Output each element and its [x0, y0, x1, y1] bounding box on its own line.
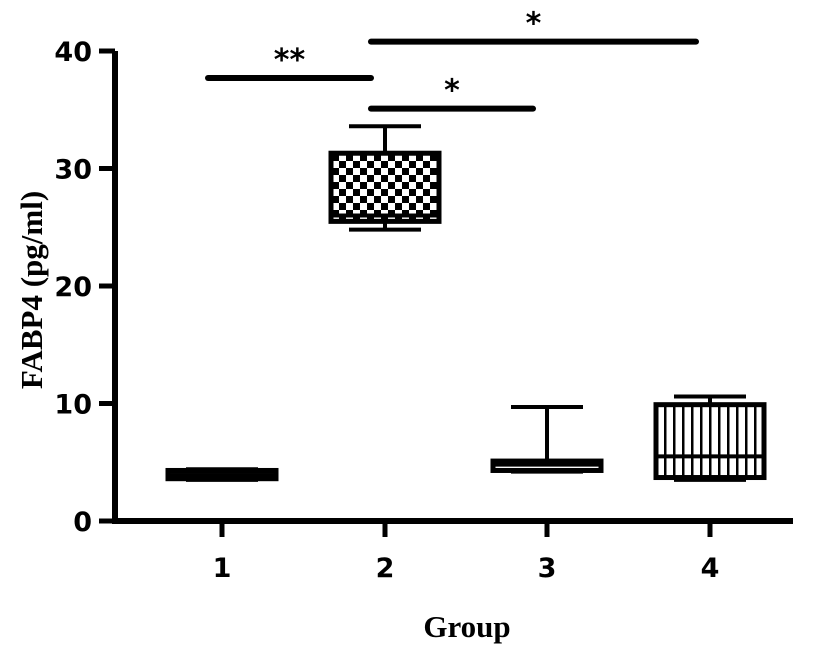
box-4: [653, 402, 767, 481]
x-tick-label: 3: [538, 553, 557, 584]
significance-label: *: [526, 7, 542, 42]
significance-bracket: *: [368, 74, 536, 112]
x-tick-label: 4: [701, 553, 720, 584]
significance-bracket: **: [205, 43, 374, 82]
significance-bracket: *: [368, 7, 699, 45]
significance-label: *: [444, 74, 460, 109]
significance-brackets: ****: [205, 7, 699, 112]
box-group-2: [328, 124, 442, 232]
y-tick-label: 0: [73, 507, 92, 538]
y-tick-label: 20: [54, 272, 92, 303]
y-tick-label: 10: [54, 390, 92, 421]
x-tick-label: 1: [213, 553, 232, 584]
y-tick-label: 40: [54, 37, 92, 68]
boxes: [165, 124, 767, 482]
y-axis-title: FABP4 (pg/ml): [14, 191, 49, 389]
box-group-4: [653, 394, 767, 482]
y-tick-label: 30: [54, 155, 92, 186]
x-ticks: 1 2 3 4: [213, 521, 720, 584]
box-group-3: [490, 405, 604, 474]
x-axis-title: Group: [423, 609, 510, 644]
x-tick-label: 2: [376, 553, 395, 584]
box-group-1: [165, 467, 279, 482]
significance-label: **: [274, 43, 306, 78]
y-ticks: 0 10 20 30 40: [54, 37, 115, 538]
box-2: [328, 150, 442, 224]
